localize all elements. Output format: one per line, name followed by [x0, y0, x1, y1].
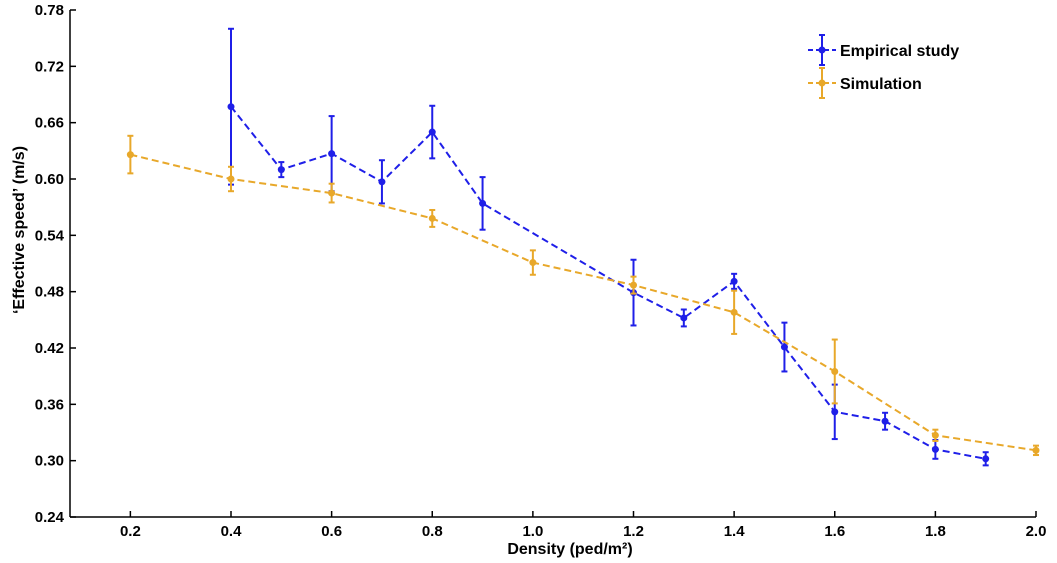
- legend: Empirical study Simulation: [808, 34, 959, 99]
- data-point: [328, 189, 336, 197]
- data-point: [630, 281, 637, 289]
- data-point: [227, 175, 235, 183]
- legend-marker: [818, 46, 826, 54]
- data-point: [328, 150, 336, 158]
- x-tick-label: 1.2: [623, 523, 644, 540]
- data-point: [680, 314, 688, 322]
- y-tick-label: 0.54: [35, 227, 65, 244]
- legend-label: Simulation: [840, 76, 922, 93]
- x-tick-label: 1.4: [724, 523, 746, 540]
- y-tick-label: 0.78: [35, 2, 64, 19]
- y-tick-label: 0.24: [35, 509, 65, 526]
- x-tick-label: 1.8: [925, 523, 946, 540]
- data-point: [931, 445, 939, 453]
- x-tick-label: 2.0: [1026, 523, 1047, 540]
- data-point: [479, 199, 487, 207]
- y-tick-label: 0.42: [35, 340, 64, 357]
- data-point: [780, 343, 788, 351]
- data-point: [428, 214, 436, 222]
- legend-item-1: Simulation: [808, 67, 922, 99]
- data-point: [529, 259, 537, 267]
- y-tick-label: 0.36: [35, 396, 64, 413]
- data-point: [1032, 446, 1040, 454]
- series-0: [227, 27, 990, 467]
- y-tick-label: 0.30: [35, 453, 64, 470]
- x-tick-label: 1.6: [824, 523, 845, 540]
- y-axis-label: ‘Effective speed’ (m/s): [11, 146, 28, 314]
- data-point: [277, 166, 285, 174]
- data-point: [831, 367, 839, 375]
- series-line: [230, 106, 986, 460]
- legend-marker: [818, 79, 826, 87]
- data-point: [126, 151, 134, 159]
- legend-label: Empirical study: [840, 43, 959, 60]
- y-tick-label: 0.60: [35, 171, 64, 188]
- data-point: [730, 308, 738, 316]
- series-line: [130, 153, 1037, 452]
- y-ticks: 0.24 0.30 0.36 0.42 0.48 0.54 0.60 0.66 0.72 0.78: [35, 2, 76, 526]
- x-ticks: 0.2 0.4 0.6 0.8 1.0 1.2 1.4 1.6 1.8 2.0: [120, 511, 1046, 540]
- x-tick-label: 0.2: [120, 523, 141, 540]
- data-point: [378, 178, 386, 186]
- x-tick-label: 0.4: [221, 523, 243, 540]
- y-tick-label: 0.66: [35, 115, 64, 132]
- y-tick-label: 0.72: [35, 58, 64, 75]
- data-point: [227, 103, 235, 111]
- data-point: [730, 277, 738, 285]
- series-layer: [126, 27, 1040, 467]
- data-point: [428, 128, 436, 136]
- legend-item-0: Empirical study: [808, 34, 959, 66]
- x-axis-label: Density (ped/m²): [507, 541, 632, 558]
- data-point: [982, 455, 990, 463]
- data-point: [931, 431, 939, 439]
- series-1: [126, 134, 1040, 457]
- x-tick-label: 0.6: [321, 523, 342, 540]
- x-tick-label: 1.0: [522, 523, 543, 540]
- data-point: [881, 417, 889, 425]
- data-point: [831, 408, 839, 416]
- y-tick-label: 0.48: [35, 284, 64, 301]
- x-tick-label: 0.8: [422, 523, 443, 540]
